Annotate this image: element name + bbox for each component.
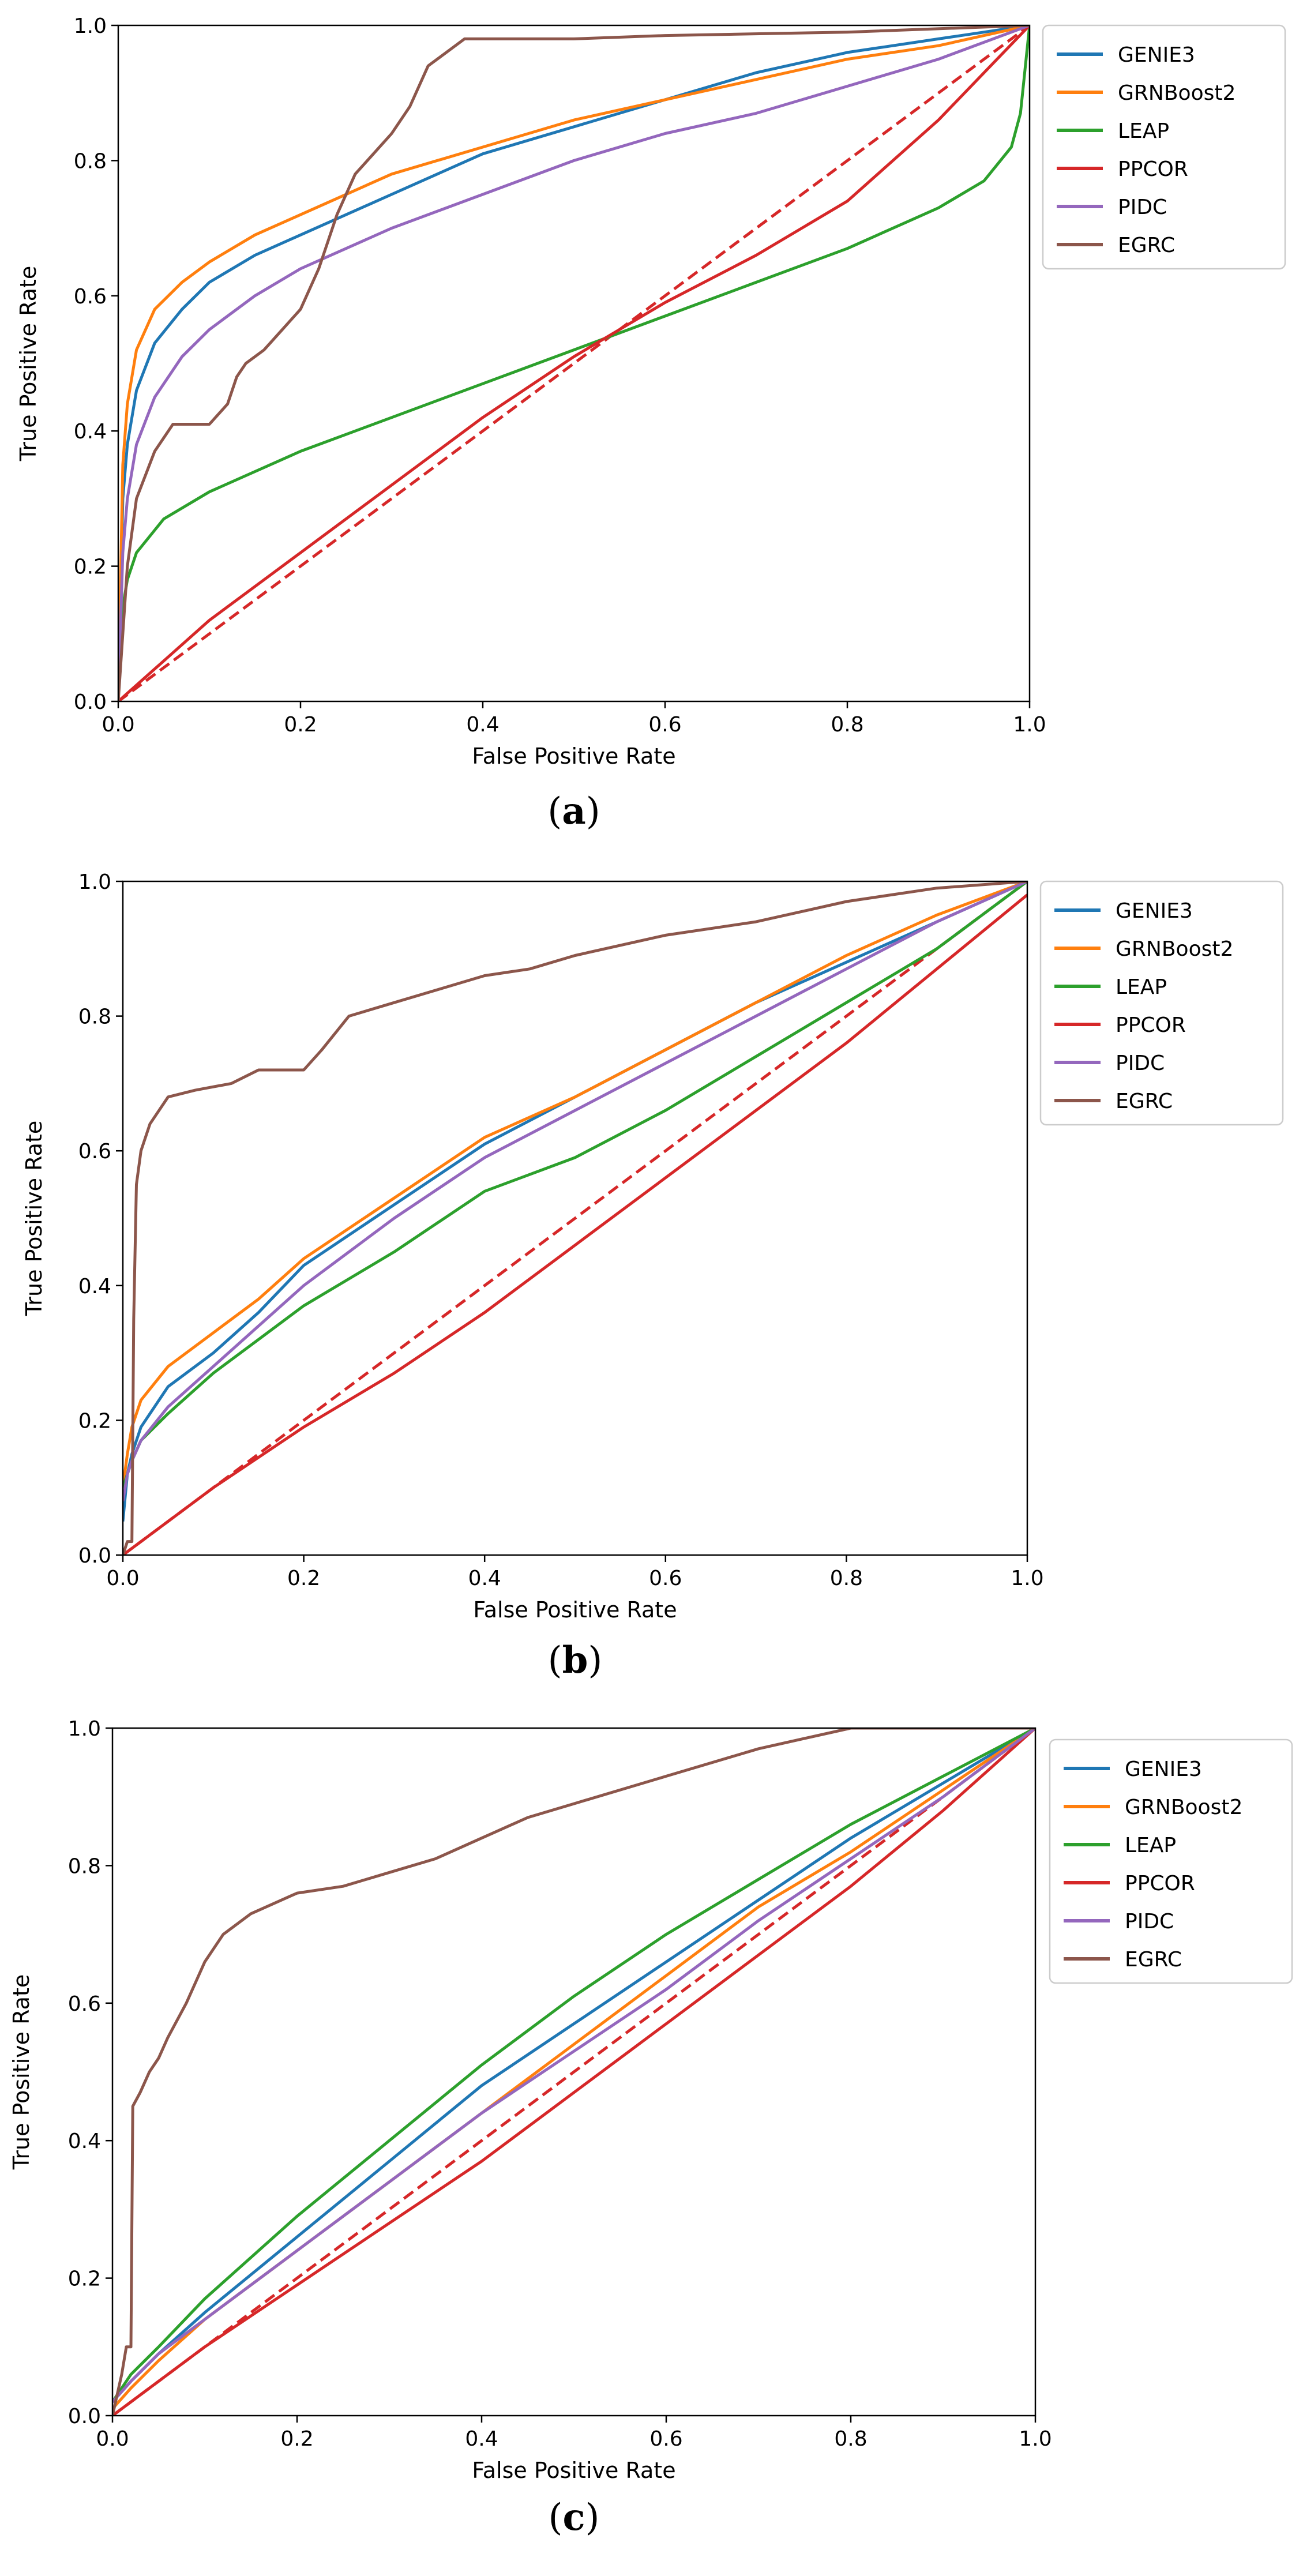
y-tick-label: 0.0: [74, 690, 107, 714]
y-tick-label: 0.6: [74, 285, 107, 309]
series-line-ppcor: [112, 1728, 1035, 2416]
series-line-grnboost2: [123, 881, 1027, 1488]
legend-label-egrc: EGRC: [1125, 1948, 1182, 1972]
legend-label-grnboost2: GRNBoost2: [1116, 937, 1233, 961]
series-line-genie3: [123, 881, 1027, 1522]
x-tick-label: 1.0: [1019, 2427, 1052, 2451]
x-tick-label: 0.2: [287, 1567, 320, 1590]
x-tick-label: 0.8: [830, 1567, 863, 1590]
x-tick-label: 0.0: [106, 1567, 139, 1590]
reference-diagonal-line: [118, 25, 1030, 701]
x-tick-label: 0.4: [466, 713, 499, 737]
panel-caption: (a): [547, 790, 600, 833]
legend-label-leap: LEAP: [1116, 975, 1167, 999]
x-tick-label: 0.4: [468, 1567, 501, 1590]
reference-diagonal-line: [112, 1728, 1035, 2416]
series-line-pidc: [118, 25, 1030, 701]
y-tick-label: 0.2: [68, 2267, 101, 2291]
chart-panel-1: 0.0 0.2 0.4 0.6 0.8 1.0 0.0 0.2 0.4 0.6 0.8 1.0 Fals…: [21, 870, 1284, 1682]
y-tick-label: 0.8: [68, 1854, 101, 1878]
y-tick-label: 0.4: [68, 2130, 101, 2153]
legend-label-leap: LEAP: [1118, 119, 1169, 143]
x-tick-label: 0.8: [834, 2427, 867, 2451]
series-line-egrc: [112, 1728, 1035, 2416]
x-tick-label: 1.0: [1013, 713, 1046, 737]
legend-label-genie3: GENIE3: [1116, 899, 1193, 923]
plot-frame: [122, 880, 1028, 1556]
panel-caption: (c): [549, 2496, 600, 2539]
legend-label-pidc: PIDC: [1125, 1910, 1174, 1933]
series-line-leap: [123, 881, 1027, 1488]
series-line-ppcor: [123, 893, 1027, 1555]
series-line-egrc: [118, 25, 1030, 701]
legend-label-genie3: GENIE3: [1118, 43, 1195, 67]
series-line-grnboost2: [118, 25, 1030, 701]
y-tick-label: 0.0: [68, 2405, 101, 2428]
legend-box: [1042, 24, 1286, 270]
legend-label-leap: LEAP: [1125, 1834, 1176, 1857]
x-tick-label: 0.2: [280, 2427, 313, 2451]
x-tick-label: 0.0: [96, 2427, 129, 2451]
x-tick-label: 1.0: [1011, 1567, 1043, 1590]
y-tick-label: 0.6: [78, 1140, 111, 1163]
legend-label-ppcor: PPCOR: [1125, 1872, 1195, 1895]
legend-label-genie3: GENIE3: [1125, 1758, 1202, 1781]
y-tick-label: 0.4: [78, 1275, 111, 1298]
series-line-genie3: [118, 25, 1030, 701]
y-tick-label: 0.2: [74, 555, 107, 579]
y-tick-label: 0.4: [74, 420, 107, 444]
series-line-leap: [118, 25, 1030, 701]
x-tick-label: 0.2: [284, 713, 317, 737]
x-tick-label: 0.6: [649, 1567, 682, 1590]
x-axis-label: False Positive Rate: [473, 1597, 677, 1623]
x-tick-label: 0.6: [649, 2427, 682, 2451]
x-tick-label: 0.0: [102, 713, 134, 737]
legend-label-egrc: EGRC: [1118, 234, 1175, 257]
legend-label-ppcor: PPCOR: [1116, 1013, 1186, 1037]
x-tick-label: 0.8: [831, 713, 863, 737]
legend-label-grnboost2: GRNBoost2: [1125, 1796, 1242, 1819]
legend-label-ppcor: PPCOR: [1118, 157, 1188, 181]
y-tick-label: 1.0: [78, 870, 111, 894]
series-line-pidc: [112, 1728, 1035, 2403]
y-axis-label: True Positive Rate: [9, 1974, 34, 2171]
y-tick-label: 1.0: [74, 14, 107, 38]
y-axis-label: True Positive Rate: [21, 1121, 47, 1317]
x-axis-label: False Positive Rate: [472, 2458, 675, 2483]
legend-box: [1049, 1738, 1293, 1984]
x-tick-label: 0.4: [465, 2427, 498, 2451]
x-axis-label: False Positive Rate: [472, 743, 675, 769]
legend-label-pidc: PIDC: [1118, 196, 1167, 219]
series-line-ppcor: [118, 25, 1030, 701]
y-tick-label: 0.0: [78, 1544, 111, 1568]
y-tick-label: 0.2: [78, 1409, 111, 1433]
chart-panel-0: 0.0 0.2 0.4 0.6 0.8 1.0 0.0 0.2 0.4 0.6 0.8 1.0 Fals…: [16, 14, 1286, 833]
chart-panel-2: 0.0 0.2 0.4 0.6 0.8 1.0 0.0 0.2 0.4 0.6 0.8 1.0 Fals…: [9, 1717, 1293, 2539]
series-line-pidc: [123, 881, 1027, 1502]
y-tick-label: 1.0: [68, 1717, 101, 1741]
series-line-leap: [112, 1728, 1035, 2403]
y-axis-label: True Positive Rate: [16, 266, 41, 462]
plot-frame: [111, 1727, 1037, 2417]
y-tick-label: 0.8: [74, 149, 107, 173]
reference-diagonal-line: [123, 881, 1027, 1555]
x-tick-label: 0.6: [648, 713, 681, 737]
y-tick-label: 0.6: [68, 1992, 101, 2016]
y-tick-label: 0.8: [78, 1005, 111, 1029]
legend-label-pidc: PIDC: [1116, 1052, 1165, 1075]
series-line-egrc: [123, 881, 1027, 1555]
plot-frame: [117, 24, 1031, 703]
panel-caption: (b): [548, 1639, 603, 1682]
legend-label-egrc: EGRC: [1116, 1090, 1173, 1113]
legend-label-grnboost2: GRNBoost2: [1118, 81, 1236, 105]
legend-box: [1039, 880, 1284, 1126]
